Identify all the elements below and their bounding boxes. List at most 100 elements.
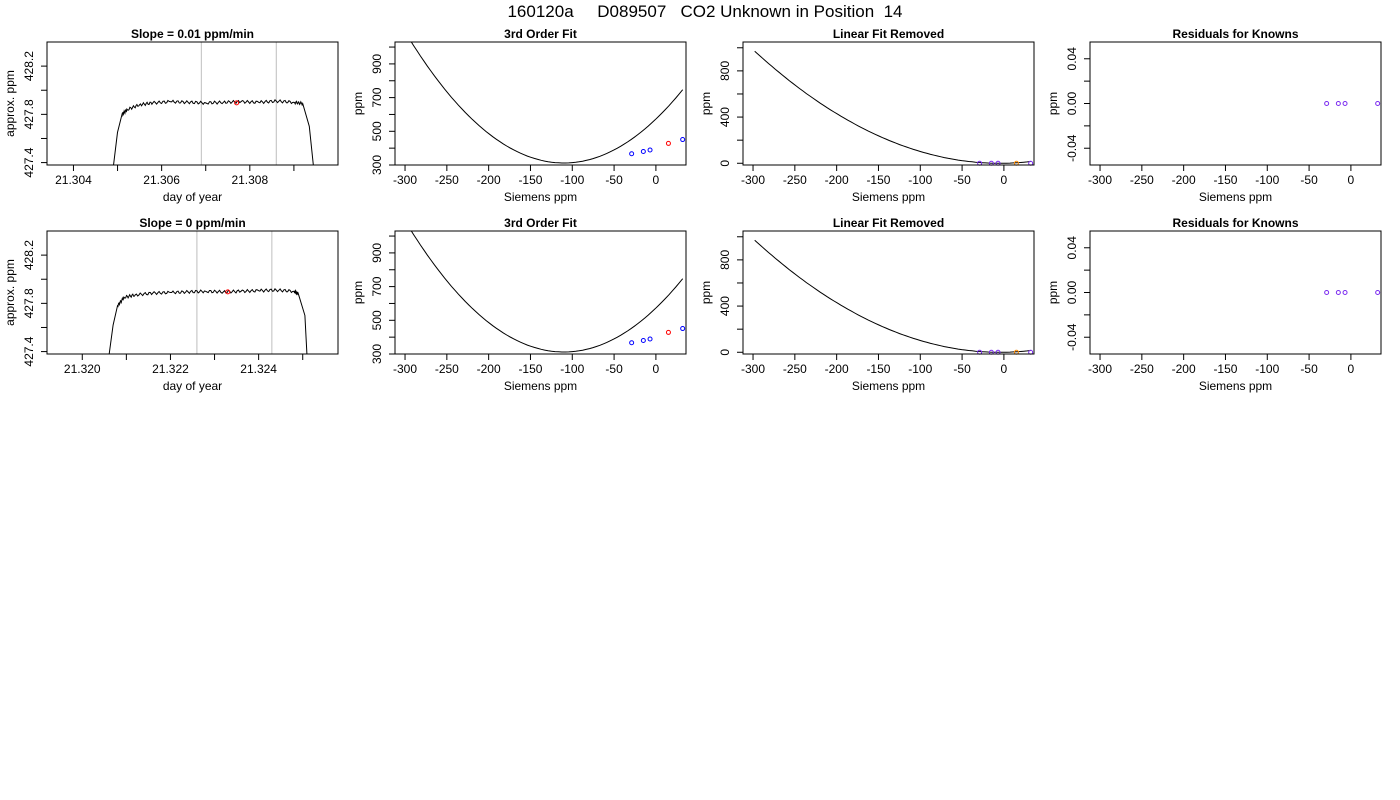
y-tick-label: 700 [370,276,384,296]
x-tick-label: -300 [1088,362,1112,376]
x-tick-label: -250 [783,362,807,376]
panel-title: 3rd Order Fit [504,216,577,230]
data-series-line [108,287,308,354]
x-tick-label: 21.324 [240,362,277,376]
x-axis-label: day of year [163,190,222,204]
x-axis-label: Siemens ppm [852,190,925,204]
x-tick-label: -100 [1255,362,1279,376]
fit-curve [410,231,684,353]
x-tick-label: 21.322 [152,362,189,376]
x-axis-label: Siemens ppm [1199,379,1272,393]
x-tick-label: 0 [653,362,660,376]
y-axis-label: approx. ppm [3,70,17,137]
x-tick-label: -100 [908,362,932,376]
x-axis-label: Siemens ppm [1199,190,1272,204]
x-tick-label: -100 [908,173,932,187]
y-tick-label: 900 [370,243,384,263]
residual-point [1324,101,1330,106]
panel-title: 3rd Order Fit [504,27,577,41]
x-tick-label: 0 [653,173,660,187]
y-tick-label: 0.00 [1065,91,1079,115]
y-tick-label: -0.04 [1065,323,1079,351]
y-tick-label: 427.8 [22,288,36,318]
x-tick-label: 21.320 [64,362,101,376]
x-tick-label: 0 [1001,362,1008,376]
x-axis-label: day of year [163,379,222,393]
known-standard-point [629,340,635,346]
chart-panel-5: Slope = 0 ppm/min day of year approx. ppm 2… [3,216,339,393]
plot-frame [742,230,1035,355]
mean-marker [234,100,240,106]
y-tick-label: -0.04 [1065,134,1079,162]
y-tick-label: 500 [370,121,384,141]
unknown-sample-point [665,140,671,146]
y-tick-label: 0 [718,160,732,167]
y-tick-label: 900 [370,54,384,74]
y-axis-label: ppm [1046,92,1060,115]
panel-title: Slope = 0 ppm/min [139,216,245,230]
plot-frame [46,230,339,355]
plot-frame [46,41,339,166]
x-tick-label: 21.308 [231,173,268,187]
x-tick-label: -300 [393,362,417,376]
x-axis-label: Siemens ppm [504,379,577,393]
known-standard-point [629,151,635,157]
chart-panel-8: Residuals for Knowns Siemens ppm ppm -300 -2… [1046,216,1382,393]
y-tick-label: 800 [718,61,732,81]
figure-title: 160120a D089507 CO2 Unknown in Position … [507,2,902,21]
residual-point [1375,101,1381,106]
y-tick-label: 428.2 [22,240,36,270]
plot-frame [742,41,1035,166]
chart-panel-4: Residuals for Knowns Siemens ppm ppm -300 -2… [1046,27,1382,204]
residual-point [1324,290,1330,295]
x-tick-label: -100 [560,173,584,187]
y-tick-label: 427.4 [22,147,36,177]
x-tick-label: -150 [1213,173,1237,187]
unknown-sample-point [665,329,671,335]
x-tick-label: -50 [1300,362,1318,376]
chart-panel-7: Linear Fit Removed Siemens ppm ppm -300 -250… [699,216,1035,393]
known-standard-point [680,137,686,143]
y-axis-label: ppm [699,281,713,304]
x-tick-label: -50 [953,362,971,376]
y-tick-label: 427.4 [22,336,36,366]
fit-curve [754,239,1031,353]
residual-point [1342,101,1348,106]
x-axis-label: Siemens ppm [852,379,925,393]
residual-point [1342,290,1348,295]
y-tick-label: 0 [718,349,732,356]
x-tick-label: -200 [825,173,849,187]
x-tick-label: 0 [1348,362,1355,376]
panel-title: Linear Fit Removed [833,27,944,41]
x-tick-label: -150 [1213,362,1237,376]
y-tick-label: 500 [370,310,384,330]
y-tick-label: 0.04 [1065,47,1079,71]
y-tick-label: 400 [718,296,732,316]
x-tick-label: -250 [1130,362,1154,376]
y-axis-label: ppm [351,281,365,304]
x-tick-label: 21.304 [55,173,92,187]
data-series-line [113,98,314,165]
x-axis-label: Siemens ppm [504,190,577,204]
y-axis-label: ppm [351,92,365,115]
y-axis-label: approx. ppm [3,259,17,326]
panel-title: Linear Fit Removed [833,216,944,230]
x-tick-label: -50 [1300,173,1318,187]
x-tick-label: -50 [605,173,623,187]
panel-title: Slope = 0.01 ppm/min [131,27,254,41]
plot-frame [394,230,687,355]
known-standard-point [647,147,653,153]
plot-frame [1089,230,1382,355]
y-tick-label: 0.00 [1065,280,1079,304]
x-tick-label: -150 [866,173,890,187]
y-tick-label: 427.8 [22,99,36,129]
plot-frame [394,41,687,166]
x-tick-label: -200 [477,362,501,376]
known-standard-point [640,149,646,155]
y-axis-label: ppm [1046,281,1060,304]
residual-point [1335,290,1341,295]
x-tick-label: -200 [1172,362,1196,376]
y-tick-label: 700 [370,87,384,107]
